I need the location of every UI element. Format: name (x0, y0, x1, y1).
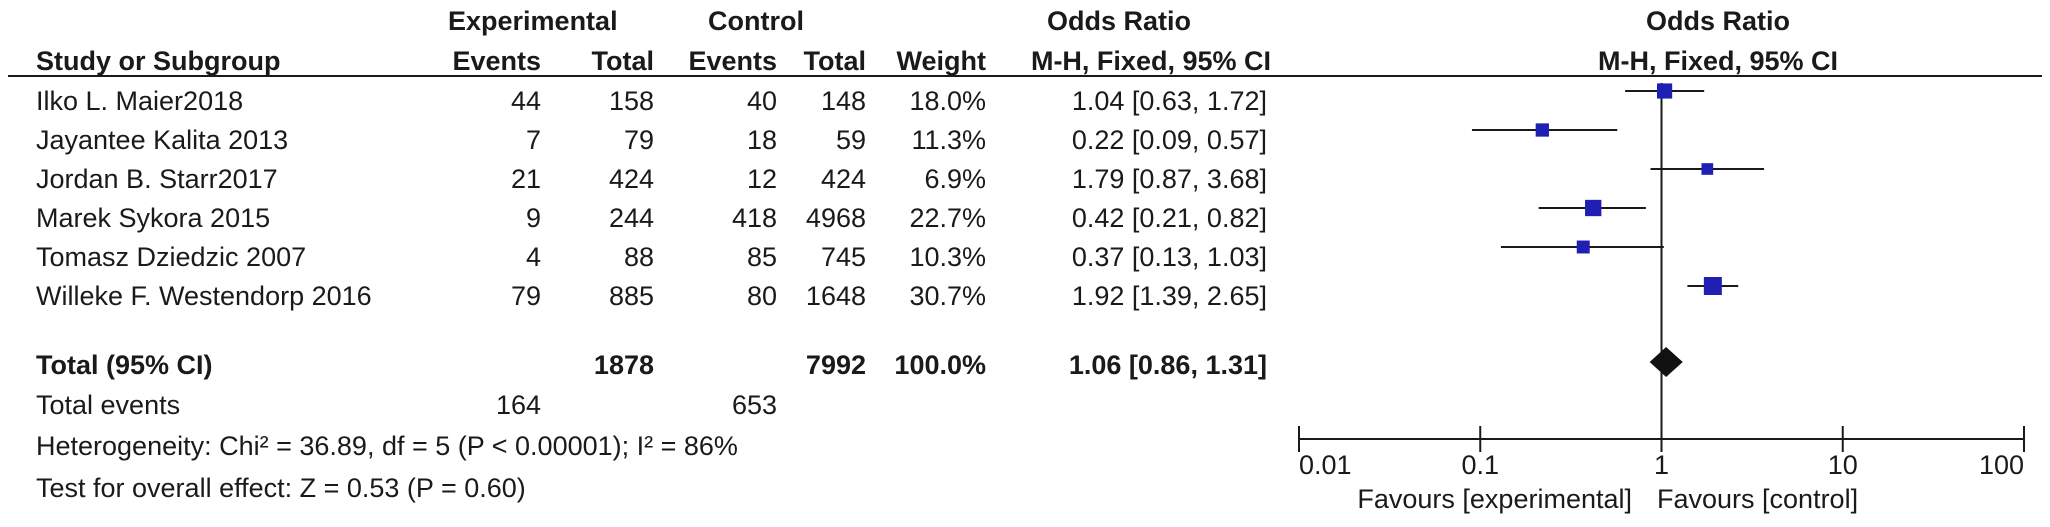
x-tick-label: 0.01 (1299, 450, 1352, 480)
row-ctl-total: 745 (821, 242, 866, 272)
favours-experimental-label: Favours [experimental] (1357, 484, 1632, 514)
row-or-ci: 0.42 [0.21, 0.82] (1072, 203, 1267, 233)
pooled-estimate-diamond (1649, 347, 1683, 377)
row-study-name: Jayantee Kalita 2013 (36, 125, 288, 155)
total-or-ci: 1.06 [0.86, 1.31] (1069, 350, 1267, 380)
row-weight: 10.3% (909, 242, 986, 272)
favours-control-label: Favours [control] (1657, 484, 1858, 514)
experimental-group-header: Experimental (448, 6, 618, 36)
row-weight: 18.0% (909, 86, 986, 116)
row-exp-events: 21 (511, 164, 541, 194)
row-weight: 22.7% (909, 203, 986, 233)
row-ctl-total: 4968 (806, 203, 866, 233)
heterogeneity-note: Heterogeneity: Chi² = 36.89, df = 5 (P <… (36, 431, 738, 461)
odds-ratio-plot-header: Odds Ratio (1646, 6, 1790, 36)
x-tick-label: 1 (1654, 450, 1669, 480)
row-exp-events: 9 (526, 203, 541, 233)
row-ctl-total: 59 (836, 125, 866, 155)
col-header-exp-events: Events (452, 46, 541, 76)
row-exp-events: 44 (511, 86, 541, 116)
col-header-or-method: M-H, Fixed, 95% CI (1031, 46, 1271, 76)
row-ctl-events: 80 (747, 281, 777, 311)
row-or-ci: 0.22 [0.09, 0.57] (1072, 125, 1267, 155)
row-study-name: Ilko L. Maier2018 (36, 86, 243, 116)
col-header-ctl-total: Total (804, 46, 867, 76)
row-exp-total: 158 (609, 86, 654, 116)
study-point-marker (1701, 163, 1714, 175)
table-row: Ilko L. Maier2018 44 158 40 148 18.0% 1.04 [0.… (36, 86, 1267, 116)
total-weight: 100.0% (894, 350, 986, 380)
total-events-exp: 164 (496, 390, 541, 420)
control-group-header: Control (708, 6, 804, 36)
row-ctl-events: 12 (747, 164, 777, 194)
total-label: Total (95% CI) (36, 350, 213, 380)
row-ctl-events: 85 (747, 242, 777, 272)
row-ctl-events: 418 (732, 203, 777, 233)
odds-ratio-table-header: Odds Ratio (1047, 6, 1191, 36)
study-point-marker (1576, 240, 1590, 254)
row-ctl-events: 40 (747, 86, 777, 116)
row-exp-total: 244 (609, 203, 654, 233)
row-ctl-total: 424 (821, 164, 866, 194)
row-weight: 6.9% (924, 164, 986, 194)
col-header-plot-method: M-H, Fixed, 95% CI (1598, 46, 1838, 76)
study-point-marker (1703, 277, 1722, 295)
x-tick-label: 0.1 (1461, 450, 1499, 480)
row-ctl-total: 1648 (806, 281, 866, 311)
total-exp-total: 1878 (594, 350, 654, 380)
table-row: Jordan B. Starr2017 21 424 12 424 6.9% 1.79 [0… (36, 164, 1267, 194)
table-row: Tomasz Dziedzic 2007 4 88 85 745 10.3% 0.37 [0… (36, 242, 1267, 272)
row-exp-events: 7 (526, 125, 541, 155)
row-study-name: Willeke F. Westendorp 2016 (36, 281, 372, 311)
row-exp-events: 79 (511, 281, 541, 311)
row-or-ci: 1.92 [1.39, 2.65] (1072, 281, 1267, 311)
table-row: Willeke F. Westendorp 2016 79 885 80 1648 30.… (36, 281, 1267, 311)
col-header-exp-total: Total (592, 46, 655, 76)
row-or-ci: 1.04 [0.63, 1.72] (1072, 86, 1267, 116)
row-exp-total: 424 (609, 164, 654, 194)
x-tick-label: 100 (1979, 450, 2024, 480)
row-ctl-total: 148 (821, 86, 866, 116)
col-header-weight: Weight (897, 46, 987, 76)
total-events-label: Total events (36, 390, 180, 420)
row-weight: 11.3% (911, 125, 986, 155)
row-study-name: Tomasz Dziedzic 2007 (36, 242, 306, 272)
row-ctl-events: 18 (747, 125, 777, 155)
row-exp-total: 88 (624, 242, 654, 272)
row-study-name: Jordan B. Starr2017 (36, 164, 278, 194)
col-header-ctl-events: Events (688, 46, 777, 76)
row-study-name: Marek Sykora 2015 (36, 203, 270, 233)
study-point-marker (1535, 123, 1549, 137)
study-point-marker (1656, 83, 1673, 99)
table-row: Marek Sykora 2015 9 244 418 4968 22.7% 0.42 [0… (36, 203, 1267, 233)
row-weight: 30.7% (909, 281, 986, 311)
row-exp-total: 885 (609, 281, 654, 311)
row-or-ci: 0.37 [0.13, 1.03] (1072, 242, 1267, 272)
forest-plot-area: 0.01 0.1 1 10 100 (1298, 83, 2025, 480)
col-header-study: Study or Subgroup (36, 46, 280, 76)
study-rows: Ilko L. Maier2018 44 158 40 148 18.0% 1.04 [0.… (36, 86, 1267, 311)
overall-effect-note: Test for overall effect: Z = 0.53 (P = 0… (36, 473, 526, 503)
row-or-ci: 1.79 [0.87, 3.68] (1072, 164, 1267, 194)
x-tick-label: 10 (1828, 450, 1858, 480)
row-exp-total: 79 (624, 125, 654, 155)
row-exp-events: 4 (526, 242, 541, 272)
table-row: Jayantee Kalita 2013 7 79 18 59 11.3% 0.22 [0.… (36, 125, 1267, 155)
study-point-marker (1585, 199, 1602, 217)
total-ctl-total: 7992 (806, 350, 866, 380)
total-events-ctl: 653 (732, 390, 777, 420)
